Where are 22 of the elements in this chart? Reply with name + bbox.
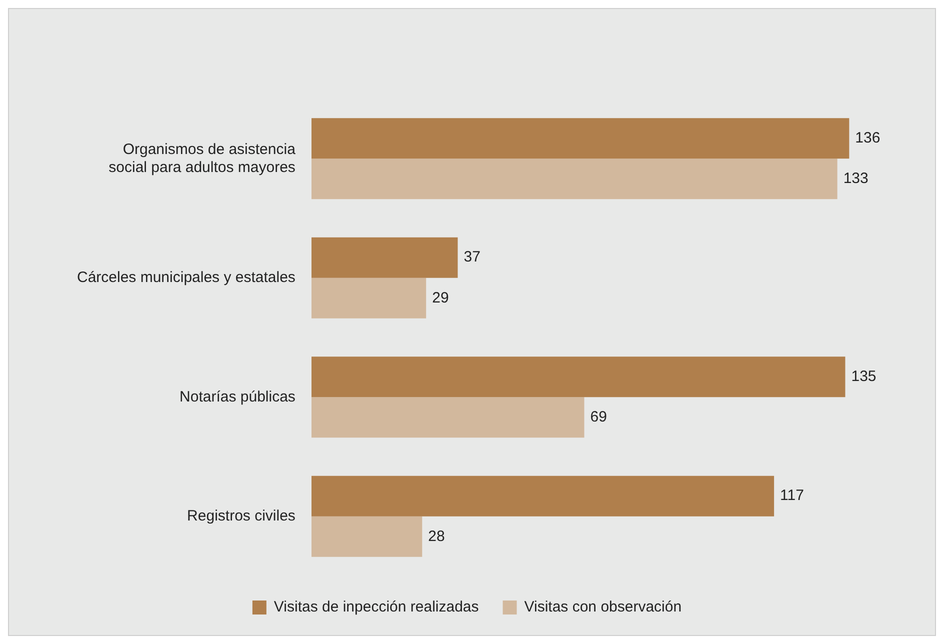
data-label: 28: [428, 528, 445, 545]
data-label: 136: [855, 129, 880, 146]
legend-label: Visitas con observación: [524, 598, 682, 616]
bar: [311, 476, 774, 516]
data-label: 117: [780, 487, 804, 504]
bar: [311, 278, 426, 318]
legend-label: Visitas de inpección realizadas: [274, 598, 479, 616]
bar: [311, 158, 838, 200]
y-tick-label: Registros civiles: [187, 508, 296, 525]
data-label: 69: [590, 408, 607, 426]
bar: [311, 118, 850, 159]
y-tick-label: Organismos de asistencia social para adultos mayores: [108, 140, 296, 176]
y-tick-label: Notarías públicas: [180, 388, 296, 406]
bar: [311, 356, 846, 398]
bar: [311, 397, 584, 438]
data-label: 29: [432, 289, 449, 306]
y-tick-label: Cárceles municipales y estatales: [76, 269, 296, 286]
data-label: 37: [464, 248, 480, 266]
bar: [311, 516, 422, 557]
data-label: 133: [843, 170, 868, 188]
data-label: 135: [851, 368, 876, 385]
bar: [311, 237, 458, 278]
